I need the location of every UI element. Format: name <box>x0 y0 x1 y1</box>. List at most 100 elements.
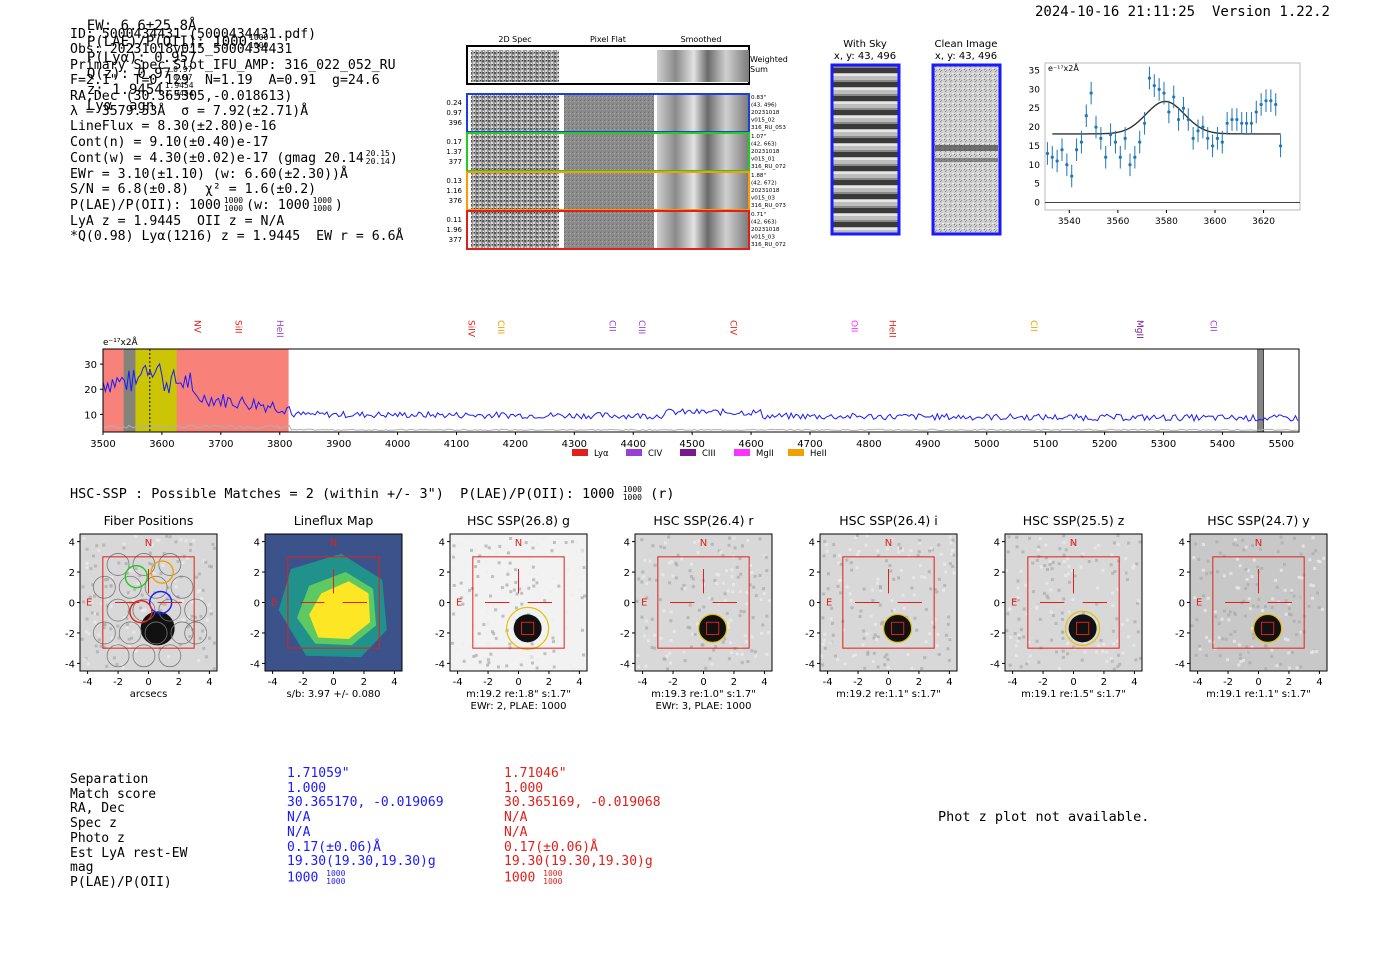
cutout-row: Fiber Positions N E -4 -4 -2 -2 0 0 2 2 4 4 arcsecs Li… <box>0 510 1400 725</box>
cutout-grain <box>1019 628 1023 632</box>
cutout-grain <box>1315 591 1319 595</box>
cutout-grain <box>186 625 190 629</box>
source-blob <box>698 614 727 643</box>
zoom-ytick: 5 <box>1034 180 1040 190</box>
cutout-grain <box>647 639 650 643</box>
cutout-grain <box>667 561 671 565</box>
cutout-grain <box>536 657 540 661</box>
cutout-subtitle-2: EWr: 3, PLAE: 1000 <box>656 701 752 712</box>
full-xtick: 4300 <box>562 439 587 450</box>
cutout-xtick: -4 <box>823 677 833 688</box>
cutout-grain <box>202 646 206 650</box>
cutout-grain <box>1190 624 1194 628</box>
cutout-grain <box>93 564 97 568</box>
cutout-grain <box>680 557 684 561</box>
cutout-ytick: -2 <box>620 629 630 640</box>
cutout-grain <box>1225 658 1229 662</box>
cutout-grain <box>486 658 490 662</box>
cutout-grain <box>97 549 101 552</box>
cutout-grain <box>918 539 922 542</box>
cutout-grain <box>822 554 826 558</box>
match-blue-value: 1.71059" <box>287 766 350 781</box>
cutout-grain <box>753 650 757 654</box>
cutout-grain <box>886 657 890 661</box>
cutout-grain <box>1008 663 1012 667</box>
pixel-flat-cutout <box>564 134 654 170</box>
cutout-xtick: 4 <box>206 677 212 688</box>
cutout-grain <box>843 662 847 666</box>
cutout-grain <box>937 577 941 581</box>
header-plae-sup: 1000 <box>249 33 269 42</box>
info-line: F=2.1" T=0.129 N=1.19 A=0.91 g=24.6 <box>70 73 380 89</box>
cutout-grain <box>176 595 180 599</box>
cutout-grain <box>1039 565 1043 569</box>
cutout-grain <box>188 635 192 638</box>
cutout-grain <box>943 583 947 587</box>
cutout-xtick: -4 <box>638 677 648 688</box>
cutout-grain <box>1016 579 1020 583</box>
cutout-grain <box>746 538 750 542</box>
cutout-subtitle: arcsecs <box>130 689 168 700</box>
full-xtick: 3600 <box>149 439 174 450</box>
cutout-grain <box>1232 639 1236 643</box>
cutout-grain <box>642 634 646 638</box>
cutout-grain <box>648 559 652 563</box>
fiber-highlight <box>150 560 174 584</box>
cutout-grain <box>674 576 678 580</box>
cutout-grain <box>821 663 825 667</box>
cutout-title: HSC SSP(26.8) g <box>467 513 570 528</box>
cutout-grain <box>1252 558 1256 562</box>
cutout-grain <box>477 559 481 563</box>
cutout-grain <box>862 636 866 640</box>
match-label: Spec z <box>70 816 117 832</box>
cutout-ytick: -2 <box>250 629 260 640</box>
cutout-grain <box>707 596 711 600</box>
cutout-grain <box>760 631 763 635</box>
cutout-grain <box>823 646 827 650</box>
cutout-ytick: 2 <box>439 568 445 579</box>
cutout-grain <box>886 666 890 670</box>
cutout-grain <box>826 572 830 576</box>
cutout-grain <box>1283 562 1286 566</box>
aperture-box <box>472 556 565 649</box>
cutout-xtick: 2 <box>916 677 922 688</box>
cutout-grain <box>133 587 137 591</box>
cutout-grain <box>1135 562 1139 566</box>
cutout-grain <box>115 662 119 666</box>
cutout-grain <box>1055 650 1059 654</box>
cutout-grain <box>928 549 931 553</box>
zoom-data-point <box>1206 136 1210 140</box>
cutout-grain <box>1235 543 1239 547</box>
cutout-grain <box>726 621 730 625</box>
cutout-grain <box>166 586 170 590</box>
cutout-grain <box>580 577 584 581</box>
match-box <box>1261 621 1275 635</box>
cutout-grain <box>104 585 108 588</box>
cutout-grain <box>723 592 727 596</box>
cutout-grain <box>864 543 868 547</box>
zoom-data-point <box>1138 140 1142 144</box>
match-box <box>706 621 720 635</box>
cutout-grain <box>890 538 894 542</box>
cutout-grain <box>669 619 673 623</box>
cutout-grain <box>1062 534 1066 538</box>
east-label: E <box>271 598 277 609</box>
cutout-grain <box>879 586 882 590</box>
cutout-grain <box>1300 576 1304 580</box>
zoom-data-point <box>1104 155 1108 159</box>
cutout-ytick: 4 <box>1179 538 1185 549</box>
cutout-grain <box>644 619 648 623</box>
cutout-grain <box>1235 557 1239 561</box>
cutout-grain <box>492 632 496 636</box>
cutout-grain <box>89 600 93 604</box>
north-label: N <box>885 538 892 549</box>
cutout-grain <box>1297 575 1301 579</box>
cutout-grain <box>81 585 85 589</box>
cutout-xtick: -2 <box>483 677 493 688</box>
cutout-grain <box>1112 541 1116 545</box>
info-line-ewr: EWr = 3.10(±1.10) (w: 6.60(±2.30))Å <box>70 166 348 182</box>
cutout-grain <box>889 569 893 573</box>
cutout-grain <box>931 621 935 625</box>
match-blue-value: 0.17(±0.06)Å <box>287 839 381 855</box>
cutout-grain <box>1205 572 1209 576</box>
